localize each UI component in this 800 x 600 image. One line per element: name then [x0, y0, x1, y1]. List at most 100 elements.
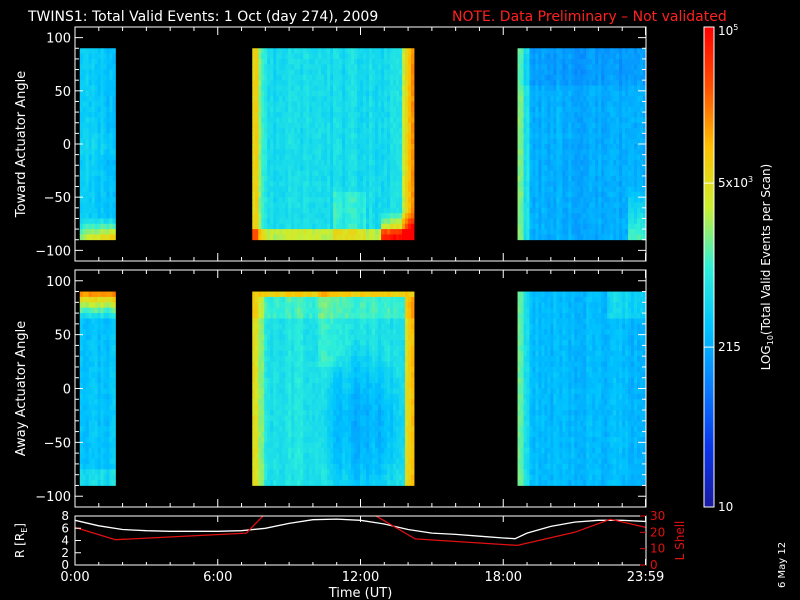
- heatmap-cell: [291, 296, 295, 303]
- heatmap-cell: [279, 154, 283, 161]
- heatmap-cell: [610, 101, 614, 108]
- heatmap-cell: [321, 229, 325, 235]
- heatmap-cell: [258, 313, 262, 319]
- heatmap-cell: [520, 85, 524, 92]
- heatmap-cell: [393, 90, 397, 97]
- heatmap-cell: [547, 229, 551, 235]
- heatmap-cell: [553, 53, 557, 60]
- heatmap-cell: [88, 175, 93, 182]
- heatmap-cell: [586, 207, 590, 214]
- heatmap-cell: [282, 291, 286, 298]
- heatmap-cell: [297, 207, 301, 214]
- heatmap-cell: [258, 154, 262, 161]
- heatmap-cell: [270, 415, 274, 422]
- heatmap-cell: [300, 74, 304, 81]
- heatmap-cell: [309, 74, 313, 81]
- heatmap-cell: [333, 138, 337, 145]
- heatmap-cell: [541, 101, 545, 108]
- heatmap-cell: [553, 128, 557, 134]
- heatmap-cell: [601, 58, 605, 65]
- heatmap-cell: [79, 207, 84, 214]
- heatmap-cell: [258, 106, 262, 113]
- heatmap-cell: [541, 197, 545, 203]
- heatmap-cell: [85, 197, 90, 203]
- heatmap-cell: [109, 453, 113, 459]
- heatmap-cell: [634, 191, 638, 198]
- heatmap-cell: [520, 149, 524, 156]
- heatmap-cell: [258, 291, 262, 298]
- heatmap-cell: [309, 53, 313, 60]
- heatmap-cell: [541, 149, 545, 156]
- heatmap-cell: [339, 138, 343, 145]
- heatmap-cell: [267, 218, 271, 225]
- heatmap-cell: [568, 133, 572, 140]
- heatmap-cell: [330, 133, 334, 140]
- heatmap-cell: [264, 191, 268, 198]
- heatmap-cell: [267, 186, 271, 193]
- heatmap-cell: [375, 202, 379, 209]
- heatmap-cell: [372, 197, 376, 203]
- heatmap-cell: [562, 197, 566, 203]
- heatmap-cell: [396, 149, 400, 156]
- heatmap-cell: [109, 117, 113, 124]
- heatmap-cell: [252, 53, 256, 60]
- heatmap-cell: [568, 64, 572, 70]
- heatmap-cell: [264, 154, 268, 161]
- heatmap-cell: [544, 181, 548, 187]
- heatmap-cell: [411, 112, 415, 118]
- heatmap-cell: [393, 159, 397, 166]
- heatmap-cell: [91, 474, 96, 481]
- heatmap-cell: [625, 48, 629, 54]
- heatmap-cell: [357, 106, 361, 113]
- heatmap-cell: [532, 144, 536, 150]
- heatmap-cell: [369, 133, 373, 140]
- heatmap-cell: [577, 234, 581, 241]
- heatmap-cell: [529, 90, 533, 97]
- heatmap-cell: [574, 165, 578, 171]
- heatmap-cell: [91, 356, 96, 362]
- heatmap-cell: [595, 170, 599, 177]
- heatmap-cell: [375, 69, 379, 76]
- heatmap-cell: [291, 90, 295, 97]
- heatmap-cell: [366, 64, 370, 70]
- heatmap-cell: [342, 112, 346, 118]
- heatmap-cell: [106, 218, 110, 225]
- heatmap-cell: [610, 112, 614, 118]
- heatmap-cell: [276, 442, 280, 449]
- heatmap-cell: [601, 159, 605, 166]
- heatmap-cell: [106, 175, 110, 182]
- heatmap-cell: [348, 96, 352, 102]
- heatmap-cell: [574, 207, 578, 214]
- heatmap-cell: [402, 202, 406, 209]
- heatmap-cell: [327, 85, 331, 92]
- heatmap-cell: [357, 58, 361, 65]
- heatmap-cell: [393, 175, 397, 182]
- heatmap-cell: [354, 191, 358, 198]
- heatmap-cell: [97, 350, 101, 357]
- heatmap-cell: [282, 313, 286, 319]
- heatmap-cell: [85, 213, 90, 219]
- heatmap-cell: [276, 350, 280, 357]
- heatmap-cell: [405, 186, 409, 193]
- heatmap-cell: [279, 393, 283, 400]
- heatmap-cell: [643, 122, 647, 129]
- heatmap-cell: [261, 229, 265, 235]
- heatmap-cell: [282, 372, 286, 379]
- heatmap-cell: [366, 96, 370, 102]
- heatmap-cell: [348, 234, 352, 241]
- heatmap-cell: [408, 80, 412, 86]
- heatmap-cell: [306, 207, 310, 214]
- heatmap-cell: [562, 207, 566, 214]
- heatmap-cell: [574, 101, 578, 108]
- heatmap-cell: [342, 117, 346, 124]
- heatmap-cell: [321, 90, 325, 97]
- heatmap-cell: [109, 410, 113, 416]
- heatmap-cell: [523, 197, 527, 203]
- heatmap-cell: [387, 106, 391, 113]
- heatmap-cell: [112, 399, 116, 406]
- heatmap-cell: [327, 202, 331, 209]
- heatmap-cell: [565, 154, 569, 161]
- heatmap-cell: [88, 436, 93, 443]
- heatmap-cell: [103, 213, 107, 219]
- heatmap-cell: [556, 90, 560, 97]
